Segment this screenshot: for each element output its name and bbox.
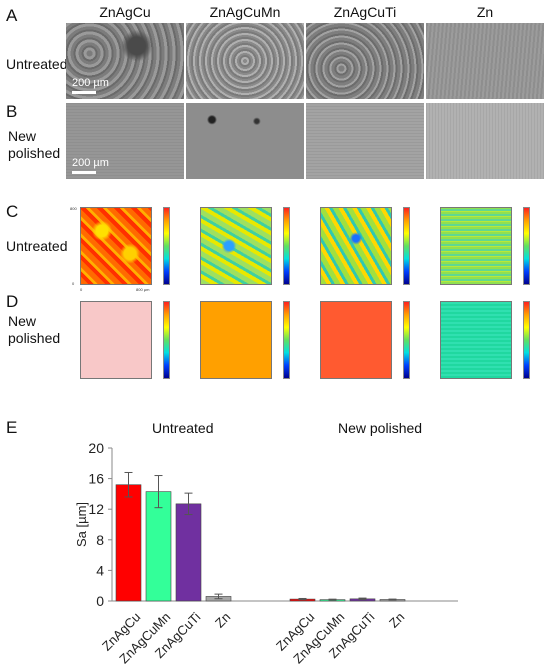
panel-label-b: B <box>6 102 18 121</box>
column-header-znagcumn: ZnAgCuMn <box>209 4 281 20</box>
panel-label-c: C <box>6 202 19 221</box>
sem-image-znagcuti-untreated <box>306 23 424 99</box>
row-label-untreated-c: Untreated <box>6 238 68 254</box>
panel-label-a: A <box>6 6 18 25</box>
y-tick-label: 16 <box>88 471 104 487</box>
y-tick-label: 12 <box>88 501 104 517</box>
y-tick-label: 0 <box>96 593 104 609</box>
y-axis-label: Sa [µm] <box>74 502 89 547</box>
scale-bar <box>72 91 96 94</box>
row-label-new-polished-b: New polished <box>8 128 60 162</box>
colorbar <box>523 207 530 285</box>
height-map-znagcu-untreated <box>80 207 152 285</box>
x-category-label: Zn <box>386 609 407 630</box>
scale-bar-label: 200 µm <box>72 77 109 89</box>
map-x-tick: 800 µm <box>136 287 150 292</box>
height-map-znagcu-polished <box>80 301 152 379</box>
sem-image-znagcuti-polished <box>306 103 424 179</box>
height-map-znagcuti-polished <box>320 301 392 379</box>
map-y-tick: 800 <box>70 206 77 211</box>
column-header-znagcuti: ZnAgCuTi <box>333 4 397 20</box>
row-label-new-polished-d: New polished <box>8 313 60 347</box>
bar <box>115 484 142 602</box>
bar <box>145 491 172 602</box>
row-label-line-polished: polished <box>8 330 61 346</box>
row-label-line-new: New <box>8 313 37 329</box>
row-label-line-polished: polished <box>8 145 61 161</box>
sem-image-zn-untreated <box>426 23 544 99</box>
colorbar <box>523 301 530 379</box>
height-map-zn-polished <box>440 301 512 379</box>
column-header-znagcu: ZnAgCu <box>99 4 151 20</box>
height-map-znagcumn-polished <box>200 301 272 379</box>
scale-bar <box>72 171 96 174</box>
bar <box>175 503 202 602</box>
colorbar <box>163 207 170 285</box>
map-x-tick: 0 <box>80 287 83 292</box>
height-map-znagcuti-untreated <box>320 207 392 285</box>
y-tick-label: 8 <box>96 532 104 548</box>
panel-label-e: E <box>6 418 18 437</box>
colorbar <box>163 301 170 379</box>
x-category-label: Zn <box>212 609 233 630</box>
height-map-znagcumn-untreated <box>200 207 272 285</box>
row-label-untreated-a: Untreated <box>6 56 68 72</box>
panel-label-d: D <box>6 292 19 311</box>
colorbar <box>403 301 410 379</box>
y-tick-label: 20 <box>88 440 104 456</box>
y-tick-label: 4 <box>96 562 104 578</box>
sem-image-zn-polished <box>426 103 544 179</box>
height-map-zn-untreated <box>440 207 512 285</box>
group-label-new-polished: New polished <box>338 420 423 436</box>
sem-image-znagcu-polished: 200 µm <box>66 103 184 179</box>
sem-image-znagcumn-polished <box>186 103 304 179</box>
map-y-tick: 0 <box>72 281 75 286</box>
column-header-zn: Zn <box>476 4 494 20</box>
sem-image-znagcu-untreated: 200 µm <box>66 23 184 99</box>
scale-bar-label: 200 µm <box>72 157 109 169</box>
row-label-line-new: New <box>8 128 37 144</box>
colorbar <box>403 207 410 285</box>
colorbar <box>283 301 290 379</box>
colorbar <box>283 207 290 285</box>
group-label-untreated: Untreated <box>152 420 214 436</box>
sem-image-znagcumn-untreated <box>186 23 304 99</box>
